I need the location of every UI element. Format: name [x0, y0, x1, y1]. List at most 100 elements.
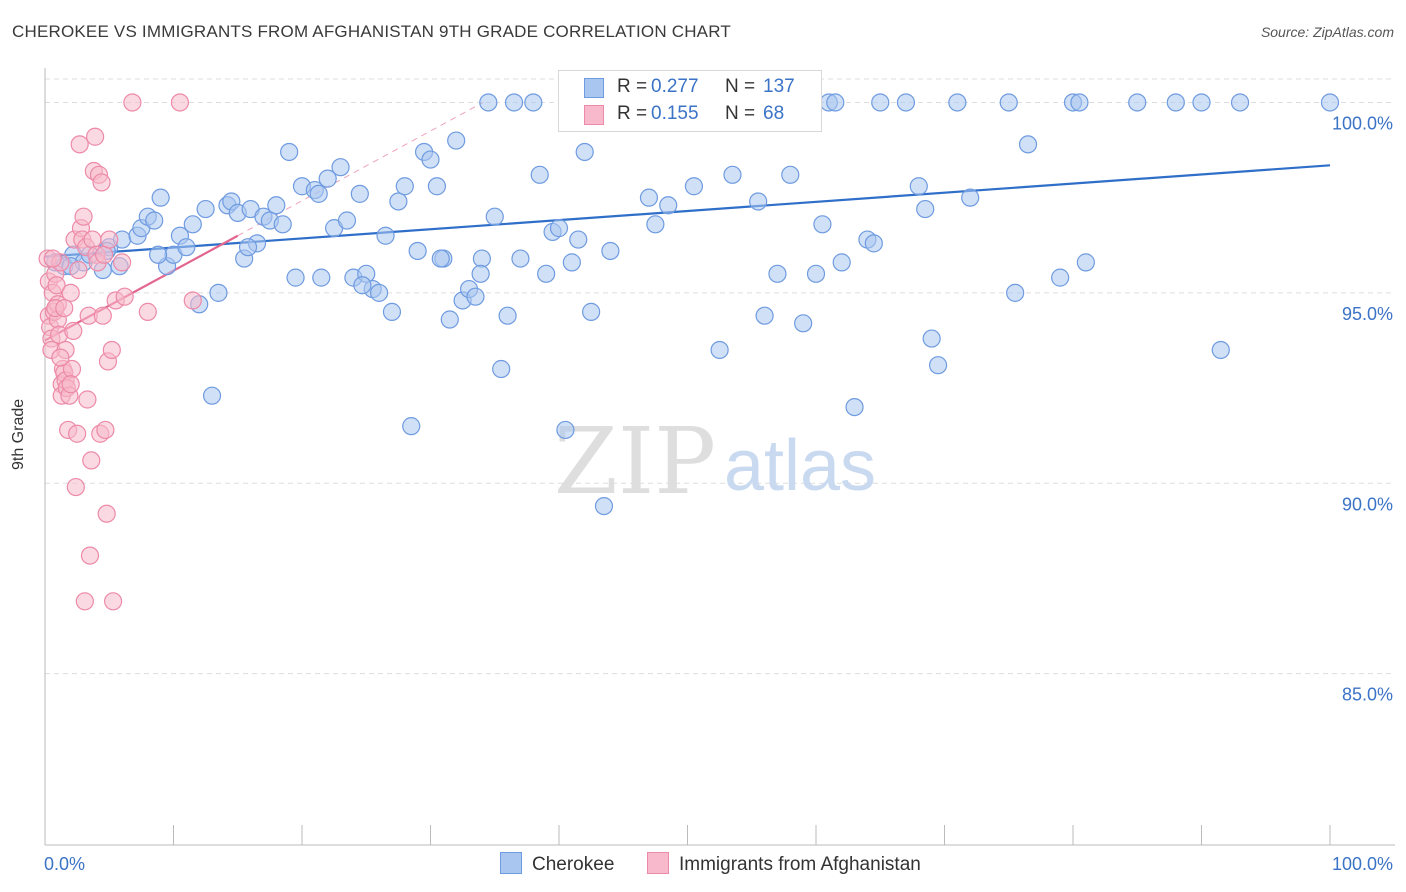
cherokee-point [472, 249, 491, 268]
cherokee-point [511, 249, 530, 268]
legend-swatch-afghanistan [584, 105, 604, 125]
cherokee-point [273, 215, 292, 234]
cherokee-point [280, 142, 299, 162]
cherokee-point [928, 356, 948, 375]
afghanistan-point [78, 390, 97, 409]
cherokee-point [749, 192, 768, 211]
cherokee-point [485, 207, 504, 226]
cherokee-point [1192, 93, 1211, 112]
cherokee-point [537, 264, 556, 283]
afghanistan-point [43, 249, 62, 268]
cherokee-point [382, 302, 402, 321]
afghanistan-point [96, 420, 115, 440]
legend-r-label: R = [617, 103, 648, 124]
bottom-legend-afghanistan: Immigrants from Afghanistan [647, 852, 921, 876]
cherokee-point [395, 177, 414, 196]
y-tick-label: 85.0% [1342, 685, 1393, 705]
cherokee-point [408, 241, 427, 261]
cherokee-point [909, 177, 928, 196]
cherokee-point [1128, 93, 1147, 112]
y-axis-label: 9th Grade [10, 398, 27, 470]
cherokee-point [431, 249, 450, 268]
cherokee-point [376, 226, 395, 245]
cherokee-point [569, 230, 588, 249]
cherokee-point [723, 165, 742, 184]
afghanistan-point [83, 230, 102, 249]
cherokee-point [710, 340, 729, 360]
afghanistan-point [68, 424, 87, 443]
cherokee-point [582, 302, 601, 321]
cherokee-point [267, 196, 286, 215]
bottom-legend-label-afghanistan: Immigrants from Afghanistan [679, 854, 921, 875]
afghanistan-point [115, 287, 134, 306]
x-tick-label: 100.0% [1332, 854, 1393, 874]
cherokee-point [871, 93, 890, 112]
cherokee-point [492, 359, 511, 379]
cherokee-point [948, 93, 967, 112]
cherokee-point [794, 314, 813, 333]
cherokee-point [556, 420, 575, 440]
cherokee-point [498, 306, 517, 325]
y-tick-label: 100.0% [1332, 113, 1393, 133]
cherokee-point [1230, 93, 1250, 112]
afghanistan-point [70, 135, 89, 154]
cherokee-point [1076, 253, 1095, 272]
cherokee-point [145, 211, 164, 230]
bottom-legend-cherokee: Cherokee [500, 852, 614, 876]
afghanistan-point [183, 291, 202, 310]
cherokee-point [402, 417, 421, 436]
watermark-atlas: atlas [724, 426, 876, 506]
cherokee-point [148, 245, 168, 264]
cherokee-point [421, 150, 440, 169]
afghanistan-point [100, 230, 119, 249]
cherokee-point [447, 131, 466, 150]
cherokee-point [549, 219, 569, 238]
afghanistan-point [61, 283, 80, 302]
legend-n-label: N = [725, 103, 756, 124]
cherokee-point [562, 253, 581, 272]
y-tick-label: 90.0% [1342, 494, 1393, 514]
cherokee-point [209, 283, 228, 302]
cherokee-point [471, 264, 490, 283]
source-label: Source: ZipAtlas.com [1260, 24, 1394, 40]
cherokee-point [238, 238, 258, 257]
cherokee-point [312, 268, 331, 287]
cherokee-point [524, 93, 543, 112]
chart-title: CHEROKEE VS IMMIGRANTS FROM AFGHANISTAN … [12, 22, 731, 41]
stats-legend: R = 0.277 N = 137 R = 0.155 N = 68 [558, 70, 822, 132]
cherokee-point [286, 268, 305, 287]
y-tick-label: 95.0% [1342, 304, 1393, 324]
cherokee-point [961, 188, 980, 207]
cherokee-point [353, 276, 372, 295]
afghanistan-point [86, 127, 105, 146]
tick-labels: 85.0% 90.0% 95.0% 100.0% 0.0% 100.0% [44, 113, 1393, 874]
bottom-legend-swatch-cherokee [500, 852, 522, 874]
cherokee-point [1211, 340, 1230, 360]
cherokee-point [1070, 93, 1089, 112]
cherokee-point [594, 496, 614, 516]
cherokee-point [183, 215, 202, 234]
cherokee-point [781, 165, 800, 184]
cherokee-point [755, 306, 774, 325]
afghanistan-point [69, 260, 88, 280]
afghanistan-point [61, 375, 80, 394]
gridlines [45, 78, 1395, 675]
data-points [38, 93, 1340, 611]
cherokee-point [999, 93, 1018, 112]
cherokee-point [427, 177, 447, 196]
afghanistan-point [80, 546, 100, 565]
cherokee-point [896, 93, 916, 112]
afghanistan-point [47, 276, 66, 295]
x-tick-label: 0.0% [44, 854, 85, 874]
afghanistan-point [170, 93, 190, 112]
cherokee-point [1018, 135, 1038, 154]
legend-r-label: R = [617, 76, 648, 97]
afghanistan-point [92, 173, 111, 192]
cherokee-point [309, 184, 328, 203]
afghanistan-point [51, 348, 70, 367]
legend-n-value: 137 [763, 76, 795, 97]
afghanistan-point [82, 451, 101, 470]
cherokee-point [813, 215, 832, 234]
afghanistan-point [55, 298, 74, 318]
cherokee-point [389, 192, 408, 211]
